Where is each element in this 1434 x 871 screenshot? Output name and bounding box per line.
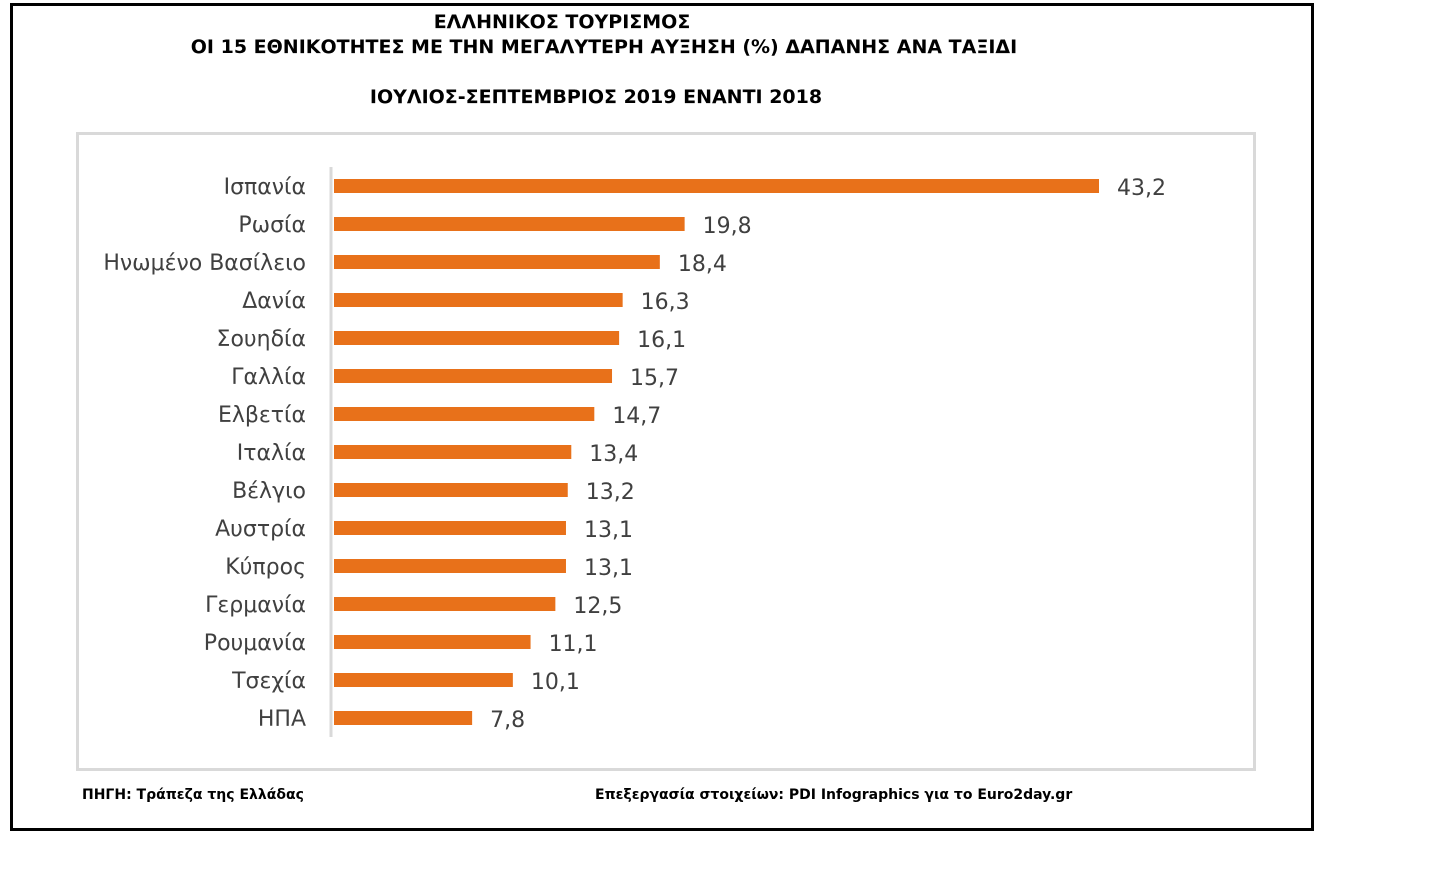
- value-label: 12,5: [573, 594, 622, 619]
- category-label: Βέλγιο: [232, 479, 306, 504]
- category-label: Ρουμανία: [204, 631, 306, 656]
- value-label: 16,1: [637, 328, 686, 353]
- bar-13: [334, 635, 531, 649]
- chart-period: ΙΟΥΛΙΟΣ-ΣΕΠΤΕΜΒΡΙΟΣ 2019 ΕΝΑΝΤΙ 2018: [369, 86, 823, 108]
- bar-1: [334, 179, 1099, 193]
- value-label: 18,4: [678, 252, 727, 277]
- credit-note: Επεξεργασία στοιχείων: PDI Infographics …: [595, 787, 1073, 803]
- value-label: 13,1: [584, 518, 633, 543]
- bar-14: [334, 673, 513, 687]
- bar-5: [334, 331, 620, 345]
- category-label: Ηνωμένο Βασίλειο: [103, 251, 306, 276]
- value-label: 19,8: [703, 214, 752, 239]
- value-label: 13,2: [586, 480, 635, 505]
- category-label: Κύπρος: [225, 555, 306, 580]
- bar-2: [334, 217, 685, 231]
- value-label: 43,2: [1117, 176, 1166, 201]
- bar-4: [334, 293, 623, 307]
- value-label: 10,1: [531, 670, 580, 695]
- category-label: Γερμανία: [205, 593, 306, 618]
- plot-area: [76, 132, 1256, 771]
- bar-6: [334, 369, 613, 383]
- value-label: 7,8: [490, 708, 525, 733]
- infographic-frame: [10, 3, 1314, 831]
- category-label: Αυστρία: [215, 517, 306, 542]
- bar-11: [334, 559, 566, 573]
- value-label: 11,1: [549, 632, 598, 657]
- category-label: Ιταλία: [237, 441, 306, 466]
- bar-10: [334, 521, 566, 535]
- bar-8: [334, 445, 572, 459]
- chart-subtitle: ΟΙ 15 ΕΘΝΙΚΟΤΗΤΕΣ ΜΕ ΤΗΝ ΜΕΓΑΛΥΤΕΡΗ ΑΥΞΗ…: [190, 36, 1018, 58]
- value-label: 13,1: [584, 556, 633, 581]
- value-label: 15,7: [630, 366, 679, 391]
- bar-7: [334, 407, 595, 421]
- bar-9: [334, 483, 568, 497]
- bar-3: [334, 255, 660, 269]
- source-note: ΠΗΓΗ: Τράπεζα της Ελλάδας: [82, 787, 304, 803]
- category-label: ΗΠΑ: [258, 707, 306, 732]
- bar-12: [334, 597, 556, 611]
- category-label: Γαλλία: [231, 365, 306, 390]
- category-label: Τσεχία: [231, 669, 306, 694]
- chart-title: ΕΛΛΗΝΙΚΟΣ ΤΟΥΡΙΣΜΟΣ: [433, 11, 691, 33]
- value-label: 16,3: [641, 290, 690, 315]
- category-label: Σουηδία: [217, 327, 306, 352]
- category-label: Ελβετία: [218, 403, 306, 428]
- category-label: Ρωσία: [238, 213, 306, 238]
- category-label: Ισπανία: [224, 175, 306, 200]
- bar-15: [334, 711, 473, 725]
- category-label: Δανία: [242, 289, 306, 314]
- value-label: 14,7: [612, 404, 661, 429]
- value-label: 13,4: [589, 442, 638, 467]
